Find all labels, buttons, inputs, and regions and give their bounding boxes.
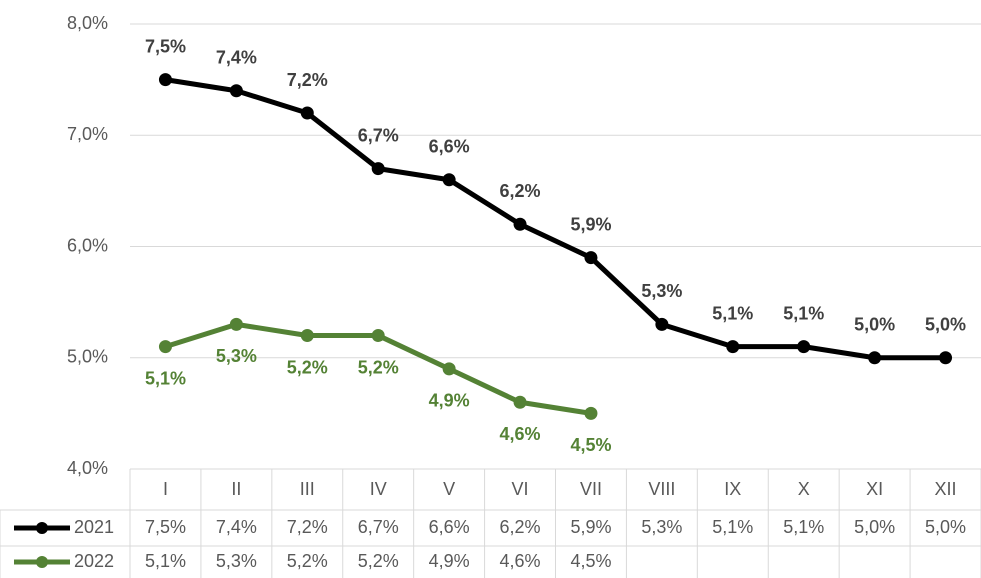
data-label: 7,2% [287,70,328,90]
table-cell: 4,6% [500,551,541,571]
table-cell: 4,9% [429,551,470,571]
legend-marker [36,556,48,568]
data-label: 5,0% [925,315,966,335]
marker [442,173,456,187]
marker [371,162,385,176]
x-tick-label: II [231,479,241,499]
x-tick-label: IX [724,479,741,499]
table-cell: 5,0% [925,517,966,537]
data-label: 5,1% [145,368,186,388]
marker [513,217,527,231]
x-tick-label: X [798,479,810,499]
data-label: 6,2% [500,181,541,201]
x-tick-label: VII [580,479,602,499]
series-line [165,77,946,361]
legend-label: 2022 [74,551,114,571]
data-label: 5,3% [641,281,682,301]
y-tick-label: 7,0% [67,124,108,144]
x-tick-label: XI [866,479,883,499]
x-tick-label: III [300,479,315,499]
y-tick-label: 5,0% [67,347,108,367]
data-label: 6,6% [429,137,470,157]
data-label: 6,7% [358,125,399,145]
table-cell: 4,5% [570,551,611,571]
marker [797,340,811,354]
x-tick-label: VIII [648,479,675,499]
marker [300,106,314,120]
legend-label: 2021 [74,517,114,537]
data-label: 7,4% [216,48,257,68]
marker [655,317,669,331]
data-label: 4,5% [570,435,611,455]
data-label: 5,3% [216,346,257,366]
legend-marker [36,522,48,534]
marker [513,395,527,409]
data-label: 4,6% [500,424,541,444]
data-label: 5,1% [783,303,824,323]
marker [229,317,243,331]
marker [158,73,172,87]
data-label: 5,1% [712,303,753,323]
marker [584,406,598,420]
x-tick-label: I [163,479,168,499]
marker [442,362,456,376]
marker [726,340,740,354]
y-tick-label: 4,0% [67,458,108,478]
data-label: 5,0% [854,315,895,335]
x-tick-label: IV [370,479,387,499]
y-tick-label: 8,0% [67,13,108,33]
marker [868,351,882,365]
x-tick-label: VI [512,479,529,499]
table-cell: 6,2% [500,517,541,537]
table-cell: 5,2% [287,551,328,571]
y-tick-label: 6,0% [67,235,108,255]
table-cell: 5,1% [145,551,186,571]
marker [584,251,598,265]
table-cell: 7,5% [145,517,186,537]
table-cell: 6,7% [358,517,399,537]
table-cell: 5,1% [783,517,824,537]
table-cell: 5,2% [358,551,399,571]
table-cell: 5,0% [854,517,895,537]
data-label: 5,9% [570,214,611,234]
table-cell: 5,3% [216,551,257,571]
table-cell: 7,4% [216,517,257,537]
marker [158,340,172,354]
marker [371,329,385,342]
data-label: 4,9% [429,391,470,411]
marker [300,329,314,342]
data-label: 5,2% [287,357,328,377]
x-tick-label: XII [935,479,957,499]
marker [229,84,243,98]
table-cell: 5,1% [712,517,753,537]
table-cell: 5,3% [641,517,682,537]
data-label: 5,2% [358,357,399,377]
data-label: 7,5% [145,36,186,56]
marker [939,351,953,365]
x-tick-label: V [443,479,455,499]
table-cell: 5,9% [570,517,611,537]
table-cell: 7,2% [287,517,328,537]
table-cell: 6,6% [429,517,470,537]
